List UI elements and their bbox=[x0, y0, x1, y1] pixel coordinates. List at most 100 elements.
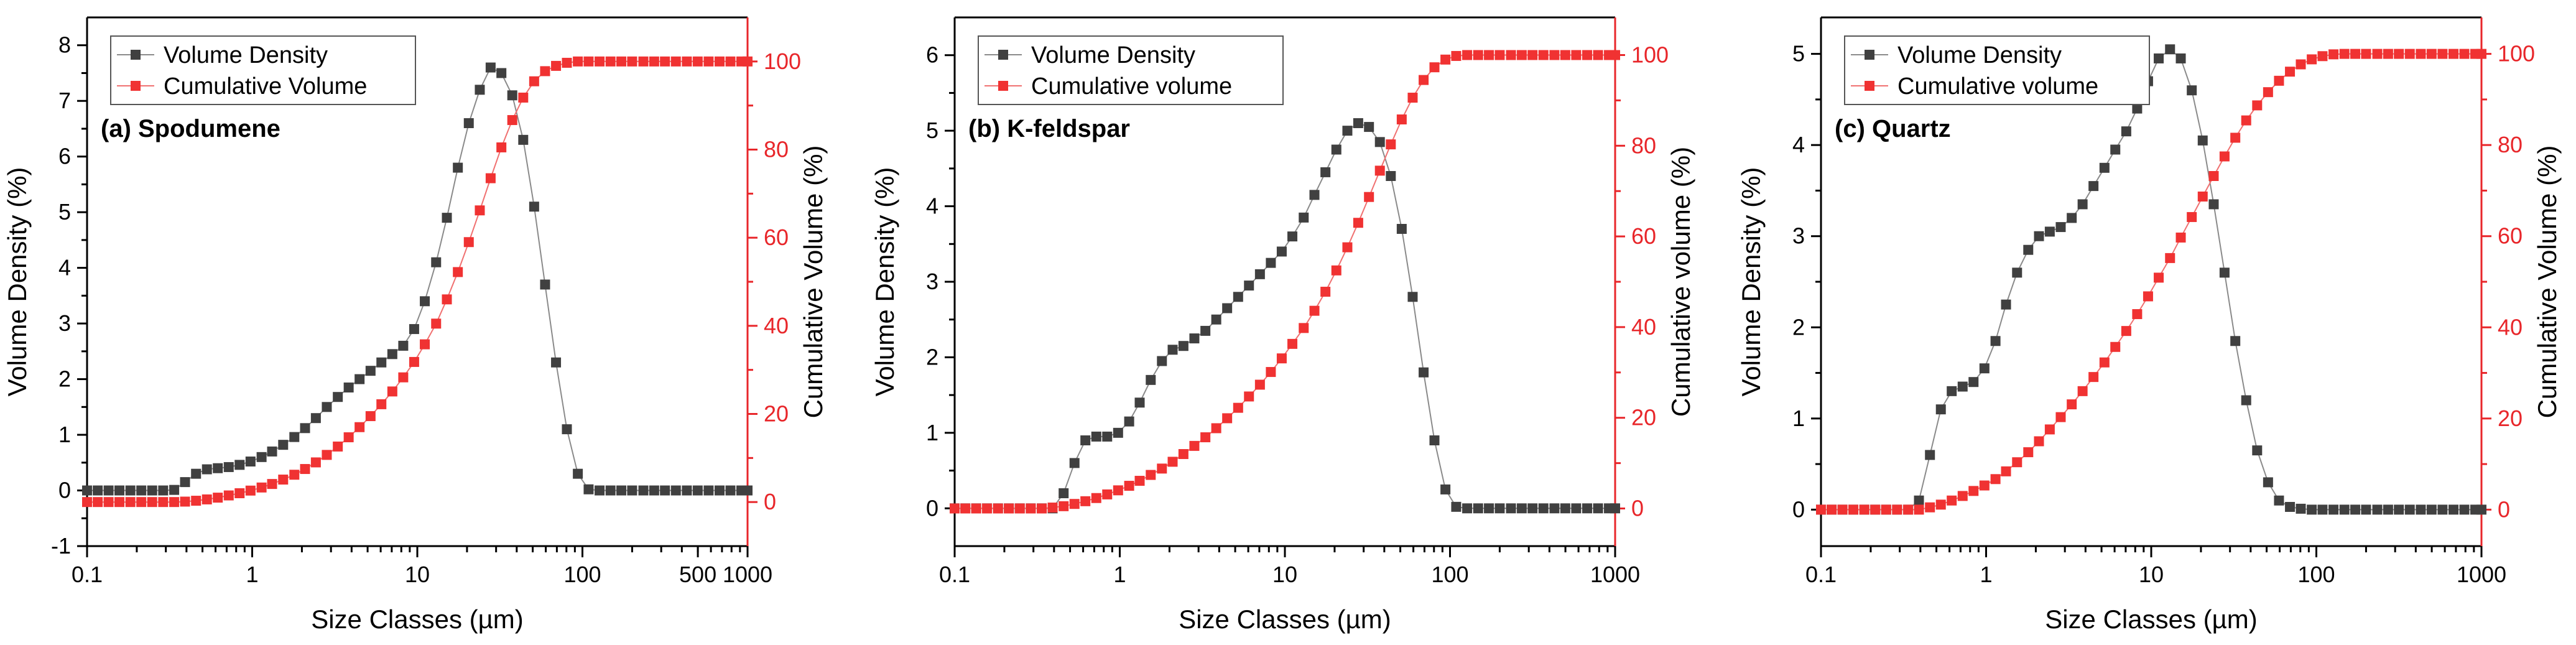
data-point bbox=[1935, 499, 1946, 510]
y2-tick-label: 60 bbox=[764, 225, 789, 250]
y-tick-label: 2 bbox=[58, 366, 71, 392]
data-point bbox=[169, 497, 180, 508]
data-point bbox=[1331, 265, 1341, 276]
data-point bbox=[1859, 504, 1869, 515]
data-point bbox=[1516, 503, 1527, 514]
data-point bbox=[982, 503, 993, 514]
data-point bbox=[1527, 50, 1538, 60]
y2-tick-label: 40 bbox=[2498, 314, 2523, 340]
data-point bbox=[2219, 267, 2230, 278]
y2-tick-label: 0 bbox=[764, 489, 776, 514]
data-point bbox=[1113, 427, 1123, 438]
data-point bbox=[1157, 463, 1167, 474]
data-point bbox=[2252, 445, 2263, 456]
data-point bbox=[2328, 504, 2339, 515]
x-tick-label: 1000 bbox=[1590, 562, 1640, 587]
data-point bbox=[431, 318, 442, 329]
data-point bbox=[1211, 423, 1221, 434]
data-point bbox=[376, 399, 387, 409]
data-point bbox=[971, 503, 981, 514]
data-point bbox=[223, 490, 234, 501]
data-point bbox=[605, 485, 616, 496]
data-point bbox=[2394, 504, 2404, 515]
data-point bbox=[2350, 504, 2361, 515]
data-point bbox=[420, 296, 430, 307]
series-volume-density bbox=[950, 118, 1620, 514]
legend-marker-density bbox=[131, 50, 141, 60]
data-point bbox=[103, 497, 114, 508]
data-point bbox=[2067, 399, 2077, 410]
data-point bbox=[2416, 504, 2426, 515]
data-point bbox=[1331, 144, 1341, 155]
data-point bbox=[1189, 440, 1200, 451]
data-point bbox=[1527, 503, 1538, 514]
data-point bbox=[649, 56, 659, 67]
data-point bbox=[540, 66, 550, 77]
data-point bbox=[191, 496, 202, 506]
data-point bbox=[551, 357, 562, 368]
data-point bbox=[2175, 53, 2186, 63]
data-point bbox=[1494, 50, 1505, 60]
data-point bbox=[670, 485, 681, 496]
legend-box bbox=[1844, 35, 2150, 105]
data-point bbox=[2426, 504, 2437, 515]
data-point bbox=[1364, 122, 1374, 132]
data-point bbox=[343, 383, 354, 392]
data-point bbox=[1091, 493, 1101, 503]
y2-tick-label: 20 bbox=[764, 401, 789, 427]
data-point bbox=[1947, 495, 1957, 506]
data-point bbox=[562, 424, 572, 435]
data-point bbox=[1925, 502, 1935, 513]
data-point bbox=[2459, 504, 2470, 515]
data-point bbox=[300, 464, 310, 475]
data-point bbox=[1979, 480, 1990, 491]
data-point bbox=[670, 56, 681, 67]
data-point bbox=[354, 374, 365, 384]
data-point bbox=[583, 484, 594, 494]
data-point bbox=[573, 468, 583, 479]
data-point bbox=[627, 56, 637, 67]
y-tick-label: 3 bbox=[1792, 223, 1805, 249]
x-tick-label: 500 bbox=[679, 562, 716, 587]
x-axis-title: Size Classes (µm) bbox=[2045, 605, 2258, 634]
data-point bbox=[114, 485, 125, 496]
data-point bbox=[1407, 93, 1418, 103]
data-point bbox=[1549, 50, 1560, 60]
data-point bbox=[1244, 281, 1254, 291]
data-point bbox=[2044, 226, 2055, 237]
data-point bbox=[2317, 51, 2328, 62]
data-point bbox=[1473, 503, 1483, 514]
x-tick-label: 0.1 bbox=[1805, 562, 1837, 587]
y-tick-label: 1 bbox=[58, 422, 71, 447]
data-point bbox=[180, 477, 190, 488]
data-point bbox=[2121, 126, 2131, 137]
data-point bbox=[256, 452, 267, 462]
y-tick-label: 4 bbox=[1792, 132, 1805, 157]
y2-tick-label: 20 bbox=[1631, 405, 1656, 430]
data-point bbox=[322, 450, 332, 460]
data-point bbox=[507, 90, 517, 101]
data-point bbox=[649, 485, 659, 496]
y2-tick-label: 60 bbox=[2498, 223, 2523, 249]
data-point bbox=[1593, 50, 1603, 60]
data-point bbox=[1473, 50, 1483, 60]
data-point bbox=[2034, 436, 2044, 447]
data-point bbox=[333, 392, 343, 402]
data-point bbox=[1004, 503, 1014, 514]
chart-panel-3: 0.1 1 10 100 1000 0 1 2 3 4 5 0 20 40 60 80 100 Size Clas… bbox=[1736, 16, 2562, 634]
data-point bbox=[213, 493, 223, 503]
data-point bbox=[2154, 272, 2164, 283]
data-point bbox=[2437, 504, 2448, 515]
data-point bbox=[82, 497, 92, 508]
data-point bbox=[1516, 50, 1527, 60]
data-point bbox=[692, 485, 703, 496]
data-point bbox=[627, 485, 637, 496]
data-point bbox=[1935, 404, 1946, 415]
data-point bbox=[1484, 50, 1494, 60]
data-point bbox=[692, 56, 703, 67]
data-point bbox=[93, 497, 103, 508]
data-point bbox=[2307, 504, 2317, 515]
data-point bbox=[616, 56, 627, 67]
data-point bbox=[2449, 49, 2459, 59]
data-point bbox=[2023, 447, 2034, 458]
